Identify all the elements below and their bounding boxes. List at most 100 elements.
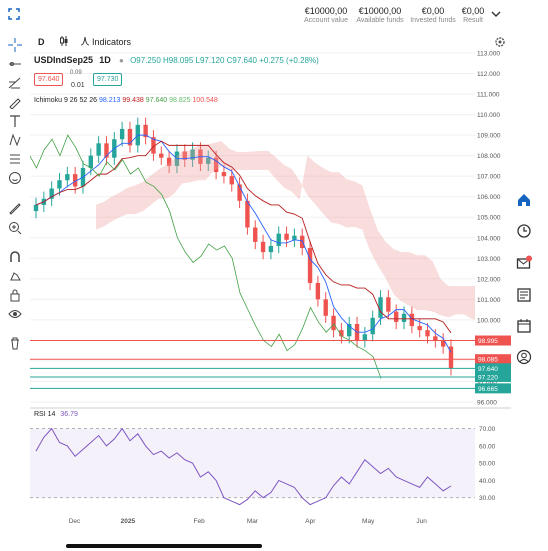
price-tick-label: 109.000	[477, 133, 501, 140]
home-indicator	[66, 544, 262, 548]
candle-body	[440, 340, 446, 347]
interval-selector[interactable]: D	[38, 37, 45, 47]
price-tag	[475, 383, 511, 394]
candle-body	[378, 297, 383, 318]
text-tool-icon[interactable]	[8, 114, 22, 128]
account-value-label: Account value	[304, 17, 348, 24]
buy-price-button[interactable]: 97.730	[93, 73, 123, 86]
emoji-icon[interactable]	[8, 171, 22, 185]
price-tag-label: 96.665	[478, 386, 498, 393]
settings-gear-icon[interactable]	[494, 36, 506, 48]
price-tick-label: 105.000	[477, 215, 501, 222]
timeframe-label: 1D	[99, 55, 111, 65]
lock-icon[interactable]	[8, 288, 22, 302]
candle-body	[417, 326, 422, 331]
time-tick-label: Jun	[416, 518, 427, 525]
price-tag	[475, 363, 511, 374]
fib-tool-icon[interactable]	[8, 76, 22, 90]
ichimoku-kijun-line	[35, 140, 452, 334]
eye-icon[interactable]	[8, 307, 22, 321]
ichimoku-span-b-value: 100.548	[192, 97, 218, 104]
trend-line-icon[interactable]	[8, 57, 22, 71]
profile-icon[interactable]	[516, 349, 532, 365]
candle-body	[347, 323, 352, 337]
candle-body	[433, 336, 438, 341]
visibility-dot-icon[interactable]: ●	[119, 56, 124, 65]
price-tag	[475, 354, 511, 365]
symbol-legend: USDIndSep25 1D ● O97.250 H98.095 L97.120…	[34, 55, 319, 65]
candle-body	[206, 157, 211, 164]
candle-body	[315, 282, 321, 300]
lock-drawings-icon[interactable]	[8, 269, 22, 283]
candle-body	[425, 330, 430, 337]
candle-body	[409, 313, 415, 327]
candle-body	[166, 157, 172, 166]
rsi-tick-label: 70.00	[479, 426, 496, 433]
account-value: €10000,00 Account value	[300, 6, 352, 24]
crosshair-icon[interactable]	[8, 38, 22, 52]
brush-icon[interactable]	[8, 95, 22, 109]
candle-body	[370, 317, 375, 335]
expand-icon[interactable]	[8, 8, 20, 20]
rsi-value: 36.79	[60, 411, 78, 418]
news-icon[interactable]	[516, 287, 532, 303]
price-tag-label: 98.995	[478, 338, 498, 345]
candle-body	[72, 174, 78, 187]
price-tick-label: 97.000	[477, 379, 497, 386]
trash-icon[interactable]	[8, 336, 22, 350]
price-tick-label: 102.000	[477, 276, 501, 283]
price-tag-label: 97.640	[478, 366, 498, 373]
ichimoku-lagging-value: 97.640	[145, 97, 168, 104]
candle-body	[57, 180, 62, 189]
candle-body	[292, 235, 297, 240]
candle-body	[143, 124, 148, 138]
candles-icon[interactable]	[59, 36, 69, 46]
drawing-toolbar	[0, 30, 30, 360]
sell-price-button[interactable]: 97.640	[34, 73, 64, 86]
high-value: H98.095	[163, 56, 194, 65]
chevron-down-icon[interactable]	[491, 10, 501, 18]
time-tick-label: Apr	[305, 518, 316, 525]
price-tick-label: 100.000	[477, 317, 501, 324]
result-label: Result	[463, 17, 483, 24]
messages-icon[interactable]	[516, 255, 532, 271]
price-tick-label: 107.000	[477, 174, 501, 181]
invested-funds-label: Invested funds	[410, 17, 456, 24]
price-tick-label: 103.000	[477, 256, 501, 263]
ichimoku-lagging-line	[30, 134, 382, 379]
result-amount: €0,00	[461, 6, 485, 16]
ichimoku-tenkan-line	[35, 134, 452, 353]
price-tag-label: 97.220	[478, 374, 498, 381]
price-chart[interactable]: Dec 2025 Feb Mar Apr May Jun	[30, 50, 475, 525]
candle-body	[401, 313, 407, 322]
available-funds: €10000,00 Available funds	[352, 6, 408, 24]
zoom-in-icon[interactable]	[8, 221, 22, 235]
candle-body	[323, 299, 328, 316]
candle-body	[49, 188, 54, 199]
result: €0,00 Result	[458, 6, 488, 24]
ichimoku-kijun-value: 99.438	[122, 97, 144, 104]
calendar-icon[interactable]	[516, 318, 532, 334]
rsi-band	[30, 428, 475, 498]
available-funds-label: Available funds	[356, 17, 404, 24]
ruler-icon[interactable]	[8, 202, 22, 216]
pattern-tool-icon[interactable]	[8, 133, 22, 147]
indicators-icon[interactable]	[80, 36, 90, 46]
candle-body	[213, 157, 219, 173]
invested-funds-amount: €0,00	[421, 6, 445, 16]
price-tick-label: 110.000	[477, 112, 500, 119]
candle-body	[253, 227, 258, 242]
measure-icon[interactable]	[8, 152, 22, 166]
candle-body	[393, 311, 399, 322]
candle-body	[268, 245, 274, 253]
indicators-button[interactable]: Indicators	[92, 37, 132, 47]
candle-body	[307, 248, 313, 283]
candle-body	[229, 176, 234, 185]
candle-body	[284, 233, 289, 240]
history-icon[interactable]	[516, 223, 532, 239]
ichimoku-legend: Ichimoku 9 26 52 26 98.213 99.438 97.640…	[34, 97, 218, 104]
home-icon[interactable]	[516, 192, 532, 208]
spread-top: 0.09	[70, 70, 82, 76]
magnet-icon[interactable]	[8, 250, 22, 264]
candle-body	[96, 143, 101, 156]
